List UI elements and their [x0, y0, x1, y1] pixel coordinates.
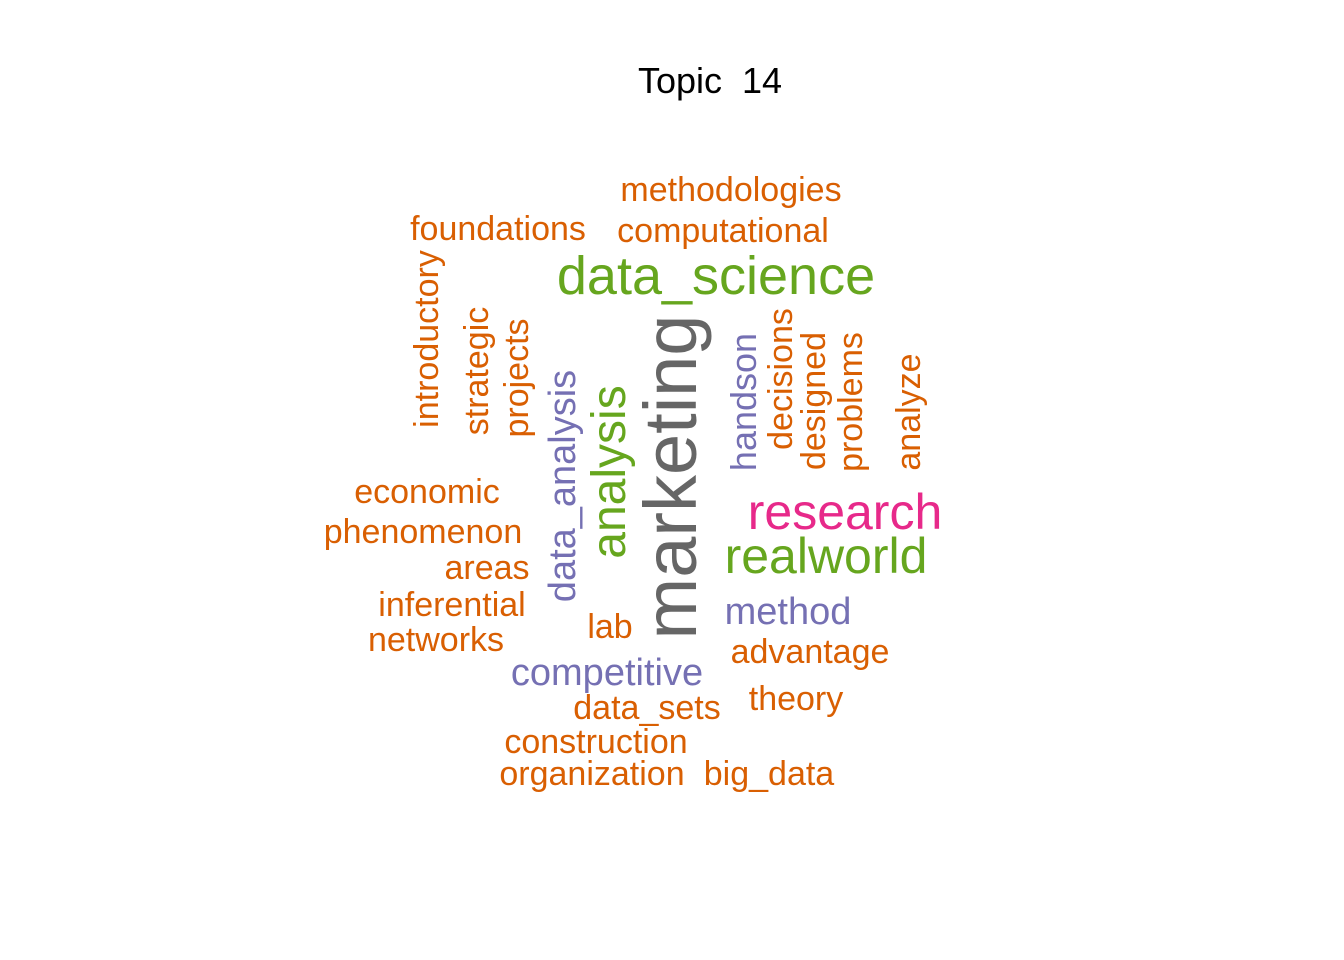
word-computational: computational	[617, 212, 829, 250]
word-decisions: decisions	[762, 308, 800, 450]
word-inferential: inferential	[378, 586, 526, 624]
word-data_science: data_science	[556, 246, 876, 306]
word-analysis: analysis	[583, 385, 636, 559]
word-economic: economic	[354, 473, 500, 511]
word-lab: lab	[587, 608, 633, 646]
word-marketing: marketing	[629, 314, 712, 640]
word-areas: areas	[444, 549, 530, 587]
word-handson: handson	[723, 332, 764, 472]
word-big_data: big_data	[703, 755, 835, 793]
word-advantage: advantage	[730, 633, 890, 671]
word-networks: networks	[367, 621, 505, 659]
word-analyze: analyze	[890, 353, 928, 471]
word-competitive: competitive	[510, 652, 704, 694]
word-problems: problems	[832, 332, 870, 472]
word-organization: organization	[499, 755, 685, 793]
word-strategic: strategic	[458, 306, 496, 436]
word-foundations: foundations	[410, 210, 586, 248]
word-theory: theory	[748, 680, 844, 718]
word-introductory: introductory	[408, 250, 446, 428]
word-projects: projects	[498, 318, 536, 438]
word-phenomenon: phenomenon	[323, 513, 523, 551]
word-data_sets: data_sets	[573, 689, 721, 727]
word-research: research	[747, 484, 943, 540]
word-data_analysis: data_analysis	[542, 369, 584, 603]
word-realworld: realworld	[724, 528, 928, 584]
word-methodologies: methodologies	[620, 171, 842, 209]
word-designed: designed	[795, 331, 833, 471]
word-construction: construction	[504, 723, 688, 761]
plot-title: Topic 14	[637, 60, 783, 101]
word-method: method	[724, 591, 852, 633]
